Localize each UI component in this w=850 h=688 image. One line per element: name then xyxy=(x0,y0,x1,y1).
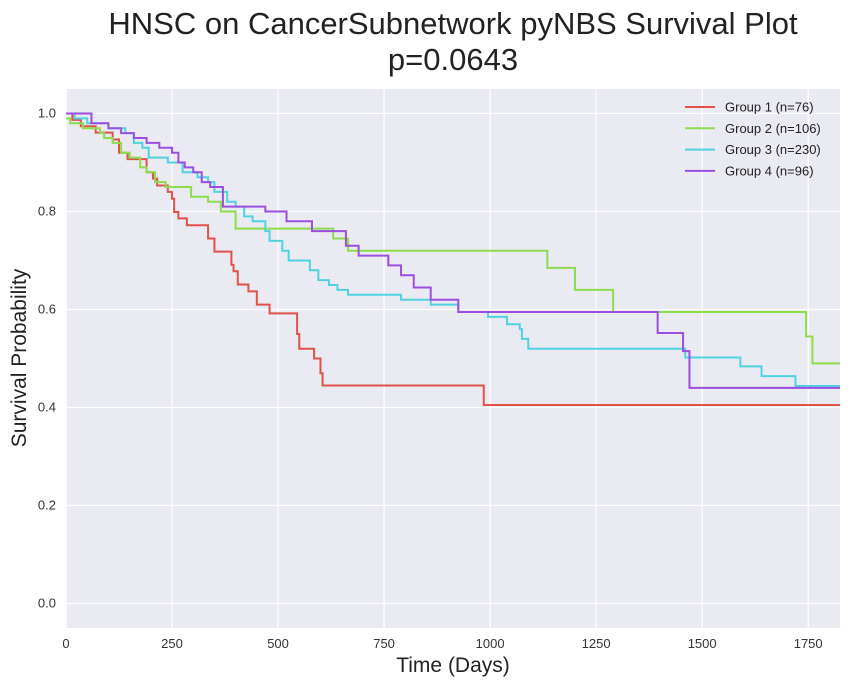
y-tick-label: 0.4 xyxy=(38,400,56,415)
x-tick-labels: 0 250 500 750 1000 1250 1500 1750 xyxy=(62,636,822,651)
y-tick-label: 1.0 xyxy=(38,106,56,121)
x-tick-label: 0 xyxy=(62,636,69,651)
chart-title-line-1: HNSC on CancerSubnetwork pyNBS Survival … xyxy=(108,6,798,41)
x-tick-label: 1750 xyxy=(794,636,823,651)
series-line-group-3 xyxy=(66,112,840,387)
legend-label-group-2: Group 2 (n=106) xyxy=(725,121,821,136)
series-line-group-4 xyxy=(66,112,840,389)
y-tick-label: 0.6 xyxy=(38,302,56,317)
legend-label-group-3: Group 3 (n=230) xyxy=(725,142,821,157)
x-tick-label: 750 xyxy=(373,636,395,651)
x-tick-label: 1500 xyxy=(688,636,717,651)
y-tick-label: 0.2 xyxy=(38,498,56,513)
x-tick-label: 1250 xyxy=(582,636,611,651)
y-tick-labels: 0.0 0.2 0.4 0.6 0.8 1.0 xyxy=(38,106,56,611)
x-tick-label: 500 xyxy=(267,636,289,651)
x-tick-label: 1000 xyxy=(476,636,505,651)
series-line-group-1 xyxy=(66,112,840,407)
legend: Group 1 (n=76) Group 2 (n=106) Group 3 (n=… xyxy=(685,100,821,178)
chart-title-line-2: p=0.0643 xyxy=(388,42,518,77)
y-tick-label: 0.8 xyxy=(38,204,56,219)
series-group xyxy=(66,112,840,407)
legend-label-group-4: Group 4 (n=96) xyxy=(725,163,814,178)
y-tick-label: 0.0 xyxy=(38,596,56,611)
x-axis-label: Time (Days) xyxy=(396,654,510,677)
y-axis-label: Survival Probability xyxy=(8,268,31,447)
grid xyxy=(65,89,840,628)
series-line-group-2 xyxy=(66,117,840,365)
legend-label-group-1: Group 1 (n=76) xyxy=(725,100,814,115)
x-tick-label: 250 xyxy=(161,636,183,651)
